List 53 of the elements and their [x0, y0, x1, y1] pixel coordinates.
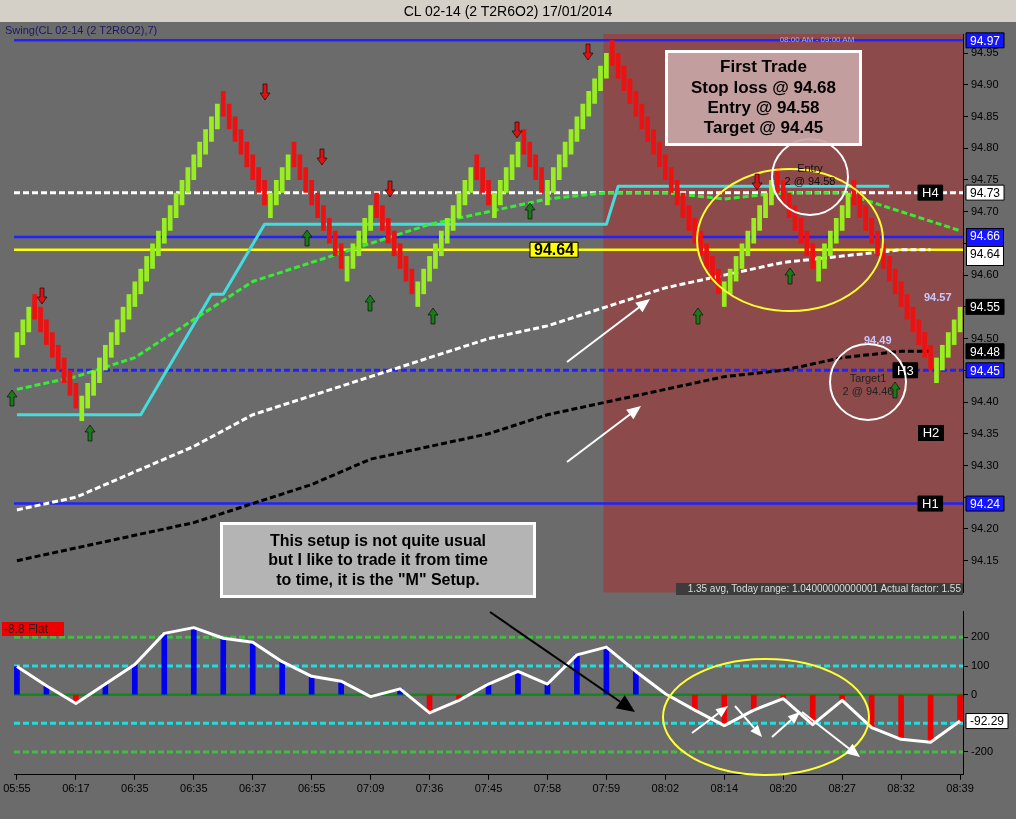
- annotation: 94.73: [970, 185, 1001, 200]
- y-tick-label: 100: [971, 659, 990, 672]
- annotation: -8.8 Flat: [2, 622, 64, 637]
- x-tick-label: 06:35: [121, 782, 149, 795]
- y-tick-label: 94.35: [971, 426, 999, 439]
- y-tick-label: 94.80: [971, 141, 999, 154]
- annotation: 94.24: [970, 496, 1001, 511]
- x-tick-label: 08:14: [710, 782, 739, 795]
- x-tick-label: 08:20: [769, 782, 797, 795]
- y-tick-label: 0: [971, 687, 978, 700]
- annotation: Target1 2 @ 94.46: [842, 372, 894, 398]
- x-tick-label: 07:59: [592, 782, 621, 795]
- y-tick-label: 94.50: [971, 331, 999, 344]
- chart-title: CL 02-14 (2 T2R6O2) 17/01/2014: [0, 0, 1016, 22]
- annotation: 1.35 avg, Today range: 1.04000000000001 Actual factor: 1.55: [676, 583, 963, 595]
- x-tick-label: 06:35: [180, 782, 208, 795]
- x-tick-label: 06:37: [238, 782, 267, 795]
- data-label: -92.29: [970, 714, 1005, 729]
- x-tick-label: 05:55: [3, 782, 31, 795]
- x-tick-label: 08:39: [946, 782, 974, 795]
- annotation: 94.97: [970, 33, 1001, 48]
- annotation: 94.49: [863, 334, 893, 348]
- x-tick-label: 08:02: [651, 782, 680, 795]
- y-tick-label: 94.15: [971, 553, 999, 566]
- ref-line-label: 94.64: [534, 241, 575, 259]
- annotation: Swing(CL 02-14 (2 T2R6O2),7): [4, 24, 159, 38]
- x-tick-label: 07:58: [533, 782, 562, 795]
- y-tick-label: 94.70: [971, 204, 999, 217]
- annotation: 94.48: [970, 344, 1001, 359]
- y-tick-label: 94.60: [971, 268, 999, 281]
- y-tick-label: 94.85: [971, 109, 999, 122]
- x-tick-label: 07:36: [415, 782, 444, 795]
- ref-line-label: H4: [922, 185, 939, 201]
- annotation: 08:00 AM - 09:00 AM: [778, 35, 856, 45]
- y-tick-label: 94.75: [971, 172, 999, 185]
- x-tick-label: 08:32: [887, 782, 915, 795]
- x-tick-label: 07:45: [474, 782, 503, 795]
- y-tick-label: 94.30: [971, 458, 999, 471]
- x-tick-label: 08:27: [828, 782, 856, 795]
- annotation: 94.57: [923, 291, 953, 305]
- y-tick-label: 94.20: [971, 521, 999, 534]
- x-tick-label: 06:55: [297, 782, 326, 795]
- y-tick-label: 200: [971, 630, 990, 643]
- y-tick-label: -200: [971, 744, 994, 757]
- x-tick-label: 06:17: [62, 782, 90, 795]
- annotation: 94.55: [970, 300, 1001, 315]
- y-tick-label: 94.40: [971, 395, 999, 408]
- ref-line-label: H1: [922, 496, 939, 512]
- annotation: H2: [918, 425, 944, 441]
- annotation: 94.45: [970, 363, 1001, 378]
- y-tick-label: 94.90: [971, 77, 999, 90]
- x-tick-label: 07:09: [356, 782, 385, 795]
- y-tick-label: 94.95: [971, 46, 999, 59]
